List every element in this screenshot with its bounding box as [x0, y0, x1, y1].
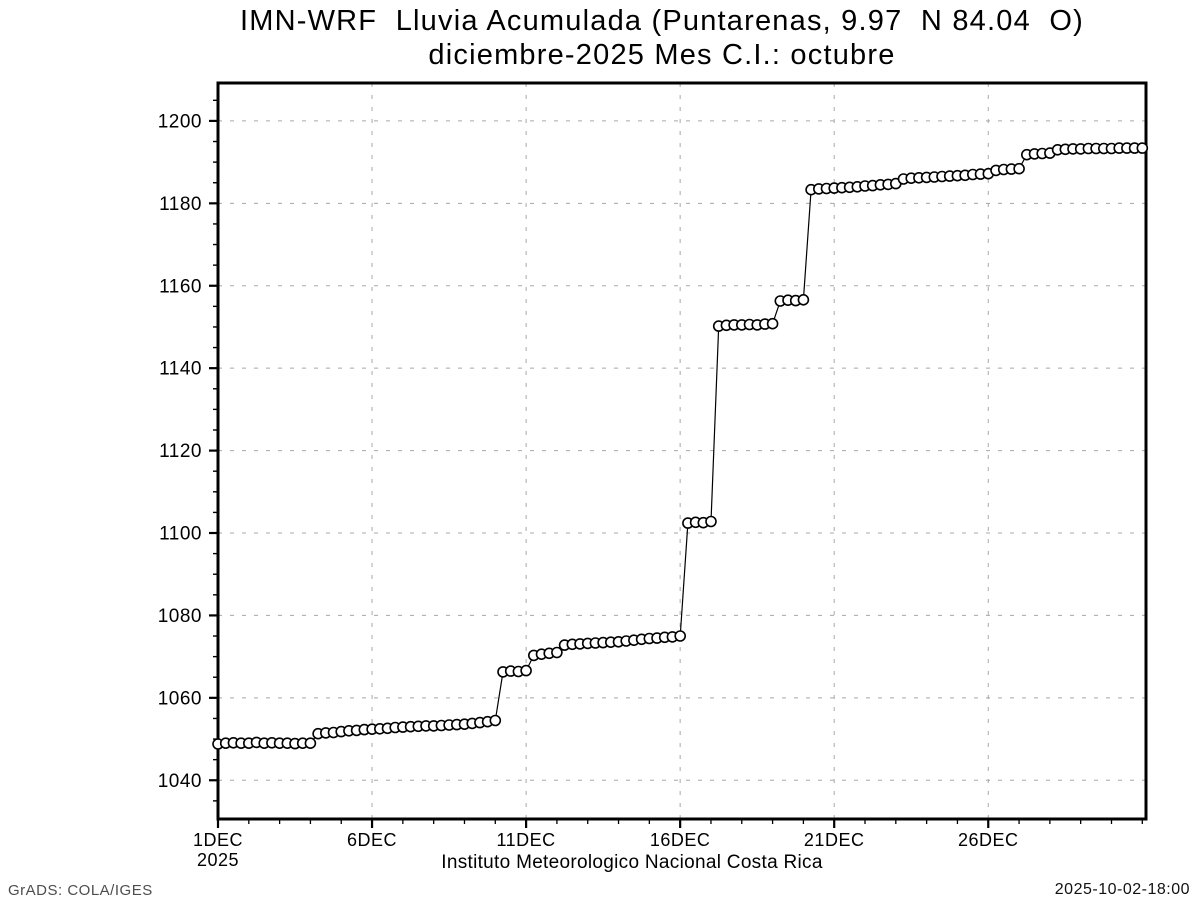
chart-title: IMN-WRF Lluvia Acumulada (Puntarenas, 9.…: [239, 5, 1085, 37]
data-point: [551, 646, 563, 659]
plot-border: [216, 81, 1148, 821]
y-tick-label: 1120: [159, 441, 202, 462]
chart-subtitle: diciembre-2025 Mes C.I.: octubre: [428, 39, 896, 71]
y-tick-label: 1080: [158, 606, 202, 627]
grads-stamp: GrADS: COLA/IGES: [8, 882, 153, 899]
x-tick-label: 11DEC: [496, 830, 555, 850]
y-tick-label: 1200: [158, 111, 202, 132]
y-tick-label: 1040: [158, 771, 202, 792]
data-point: [304, 737, 317, 750]
data-point: [1136, 142, 1149, 154]
x-tick-label: 1DEC: [193, 830, 243, 850]
x-tick-year-label: 2025: [197, 850, 239, 870]
data-point: [520, 664, 532, 677]
chart-titles: IMN-WRF Lluvia Acumulada (Puntarenas, 9.…: [62, 4, 1200, 72]
data-point: [705, 515, 717, 528]
data-point: [674, 630, 687, 642]
data-point: [766, 317, 779, 330]
x-tick-label: 16DEC: [650, 830, 711, 850]
creation-timestamp: 2025-10-02-18:00: [1054, 881, 1190, 898]
x-tick-label: 21DEC: [804, 830, 865, 850]
x-tick-label: 26DEC: [958, 830, 1019, 850]
x-tick-label: 6DEC: [347, 830, 397, 850]
data-point: [797, 293, 810, 306]
y-tick-label: 1160: [159, 276, 202, 297]
x-axis-label: Instituto Meteorologico Nacional Costa R…: [441, 852, 823, 873]
y-tick-label: 1100: [159, 524, 202, 545]
data-point: [1013, 162, 1025, 175]
y-tick-label: 1140: [159, 359, 202, 380]
y-tick-label: 1180: [159, 194, 202, 215]
data-point: [489, 714, 502, 727]
y-tick-label: 1060: [158, 688, 202, 709]
